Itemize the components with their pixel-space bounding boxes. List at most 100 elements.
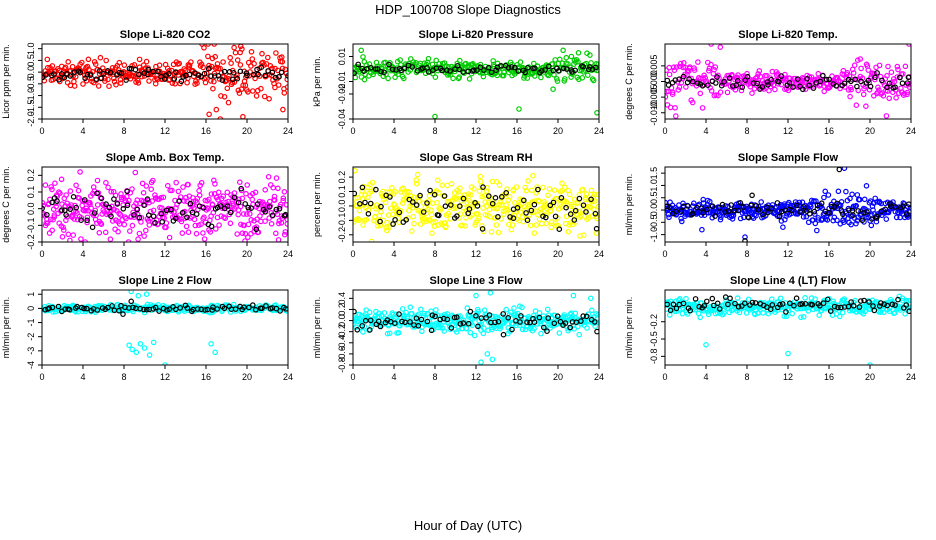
data-point [67,188,74,194]
data-point [719,311,726,318]
hourly-point [475,323,481,330]
data-point [418,208,424,214]
data-point [273,50,279,56]
hourly-point [510,215,517,222]
hourly-point [699,83,706,89]
data-point [173,179,180,186]
hourly-point [881,301,888,308]
data-point [560,47,566,54]
hourly-point [727,295,733,302]
hourly-point [431,191,438,198]
x-tick-label: 12 [160,249,170,259]
data-point [193,230,200,237]
data-point [702,75,709,81]
hourly-point [871,307,878,314]
y-tick-label: -0.2 [649,314,659,330]
data-point [435,321,442,328]
hourly-point [424,318,431,325]
hourly-point [202,307,208,313]
data-point [284,216,288,223]
hourly-point [417,192,423,199]
hourly-point [172,215,179,222]
hourly-point [729,83,736,89]
hourly-point [427,187,433,194]
data-point [691,67,698,73]
data-point [129,346,136,353]
data-point [133,349,140,356]
hourly-point [187,200,194,207]
hourly-point [106,204,113,211]
hourly-point [572,67,578,74]
hourly-point [776,213,783,220]
data-point [885,209,892,216]
hourly-point [696,303,703,310]
data-point [570,292,577,299]
hourly-point [794,202,800,209]
hourly-point [131,212,137,218]
hourly-point [451,314,458,321]
data-point [129,222,136,229]
hourly-point [841,80,848,87]
hourly-point [786,80,793,86]
data-point [242,82,249,89]
data-point [854,217,861,224]
hourly-point [749,299,756,306]
x-tick-label: 4 [80,372,85,382]
hourly-point [353,308,357,315]
y-tick-label: -0.2 [26,234,36,250]
data-point [139,180,146,187]
data-point [353,74,359,81]
hourly-point [84,305,90,312]
data-point [821,194,827,201]
data-point [594,215,599,222]
y-tick-label: -4 [26,361,36,369]
data-points [353,47,599,119]
hourly-point [248,205,255,211]
hourly-point [897,74,903,81]
hourly-point [665,301,670,308]
y-tick-label: 0.000 [649,70,659,93]
data-point [841,167,848,171]
data-point [862,308,868,315]
data-point [414,312,420,319]
data-point [841,296,848,302]
hourly-point [362,317,369,324]
data-point [436,190,442,196]
hourly-point [46,305,53,311]
data-point [51,214,58,220]
data-point [463,325,470,332]
data-point [798,314,804,321]
hourly-point [874,70,880,76]
hourly-point [495,318,502,325]
hourly-point [108,213,114,220]
data-point [584,325,590,331]
hourly-point [375,318,382,325]
data-point [708,88,715,94]
hourly-point [560,65,567,72]
x-tick-label: 8 [121,126,126,136]
data-point [715,92,721,99]
hourly-point [899,80,906,87]
data-point [123,215,129,222]
data-point [562,184,568,191]
hourly-point [701,303,708,309]
hourly-point [522,69,529,76]
x-tick-label: 8 [432,249,437,259]
data-point [375,223,381,229]
data-point [150,339,157,346]
data-point [52,180,58,187]
hourly-point [244,72,250,79]
data-point [356,217,362,223]
hourly-point [98,195,105,202]
data-point [861,196,868,203]
hourly-point [742,238,748,242]
hourly-point [503,190,510,196]
hourly-point [505,314,512,321]
data-point [834,217,840,224]
hourly-point [465,320,472,327]
data-point [242,230,249,237]
data-point [785,307,792,314]
hourly-point [555,68,562,74]
data-point [516,106,522,112]
hourly-point [145,66,152,73]
